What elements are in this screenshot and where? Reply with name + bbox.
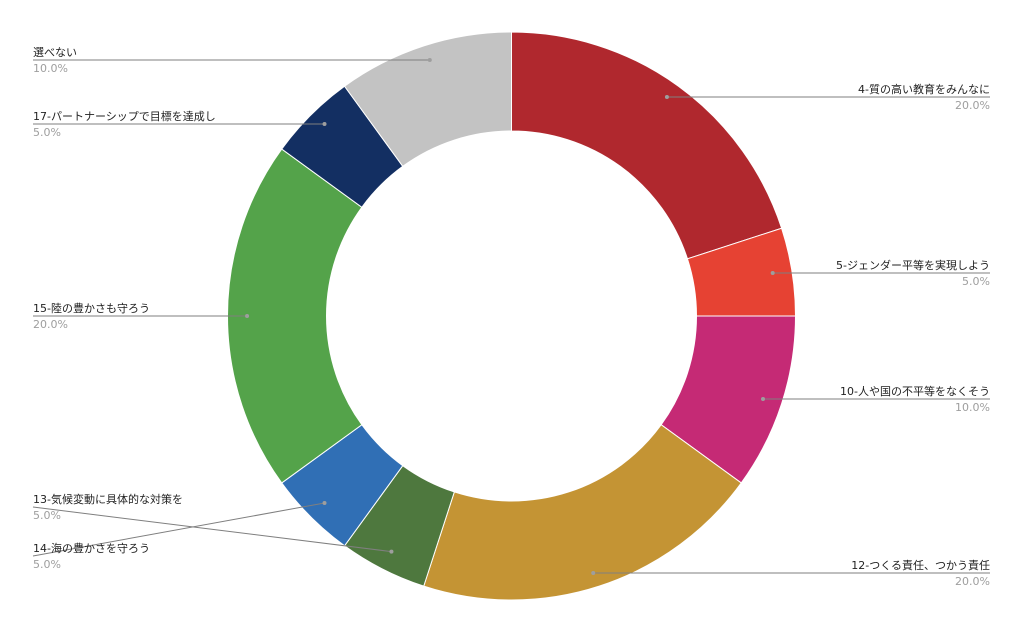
slice-9[interactable] — [343, 31, 512, 168]
slice-name: 15-陸の豊かさも守ろう — [33, 301, 150, 315]
slice-percent: 5.0% — [33, 509, 61, 522]
slice-name: 4-質の高い教育をみんなに — [858, 82, 990, 96]
leader-dot — [322, 500, 327, 505]
leader-dot — [427, 58, 432, 62]
slice-labels: 4-質の高い教育をみんなに 20.0% 5-ジェンダー平等を実現しよう 5.0% 10-… — [32, 46, 990, 588]
slice-percent: 20.0% — [955, 575, 990, 588]
leader-dot — [322, 122, 327, 126]
slice-7[interactable] — [226, 148, 363, 484]
slice-percent: 5.0% — [962, 275, 990, 288]
slice-name: 14-海の豊かさを守ろう — [33, 541, 150, 555]
slice-name: 10-人や国の不平等をなくそう — [840, 384, 990, 398]
slice-percent: 10.0% — [33, 62, 68, 75]
slice-name: 5-ジェンダー平等を実現しよう — [836, 258, 990, 272]
leader-dot — [389, 549, 394, 554]
leader-line — [32, 502, 325, 557]
slice-name: 13-気候変動に具体的な対策を — [33, 492, 183, 506]
donut-slices — [226, 31, 797, 601]
slice-percent: 20.0% — [33, 318, 68, 331]
slice-label-3: 10-人や国の不平等をなくそう 10.0% — [760, 384, 990, 414]
slice-4[interactable] — [423, 424, 742, 601]
slice-name: 12-つくる責任、つかう責任 — [851, 558, 990, 572]
leader-line — [32, 506, 392, 553]
slice-label-7: 15-陸の豊かさも守ろう 20.0% — [33, 301, 250, 331]
slice-percent: 20.0% — [955, 99, 990, 112]
slice-label-9: 選べない 10.0% — [33, 46, 432, 75]
leader-dot — [664, 95, 669, 99]
slice-1[interactable] — [511, 31, 783, 260]
slice-percent: 5.0% — [33, 558, 61, 571]
leader-dot — [591, 571, 596, 575]
slice-label-2: 5-ジェンダー平等を実現しよう 5.0% — [770, 258, 990, 288]
leader-dot — [770, 271, 775, 275]
slice-name: 選べない — [33, 46, 77, 59]
slice-label-6: 14-海の豊かさを守ろう 5.0% — [32, 500, 327, 571]
slice-label-4: 12-つくる責任、つかう責任 20.0% — [591, 558, 990, 588]
slice-name: 17-パートナーシップで目標を達成し — [33, 109, 216, 123]
slice-percent: 5.0% — [33, 126, 61, 139]
slice-label-5: 13-気候変動に具体的な対策を 5.0% — [32, 492, 394, 554]
slice-percent: 10.0% — [955, 401, 990, 414]
leader-dot — [245, 314, 250, 318]
leader-dot — [760, 397, 765, 401]
slice-label-1: 4-質の高い教育をみんなに 20.0% — [664, 82, 990, 112]
slice-label-8: 17-パートナーシップで目標を達成し 5.0% — [33, 109, 327, 139]
